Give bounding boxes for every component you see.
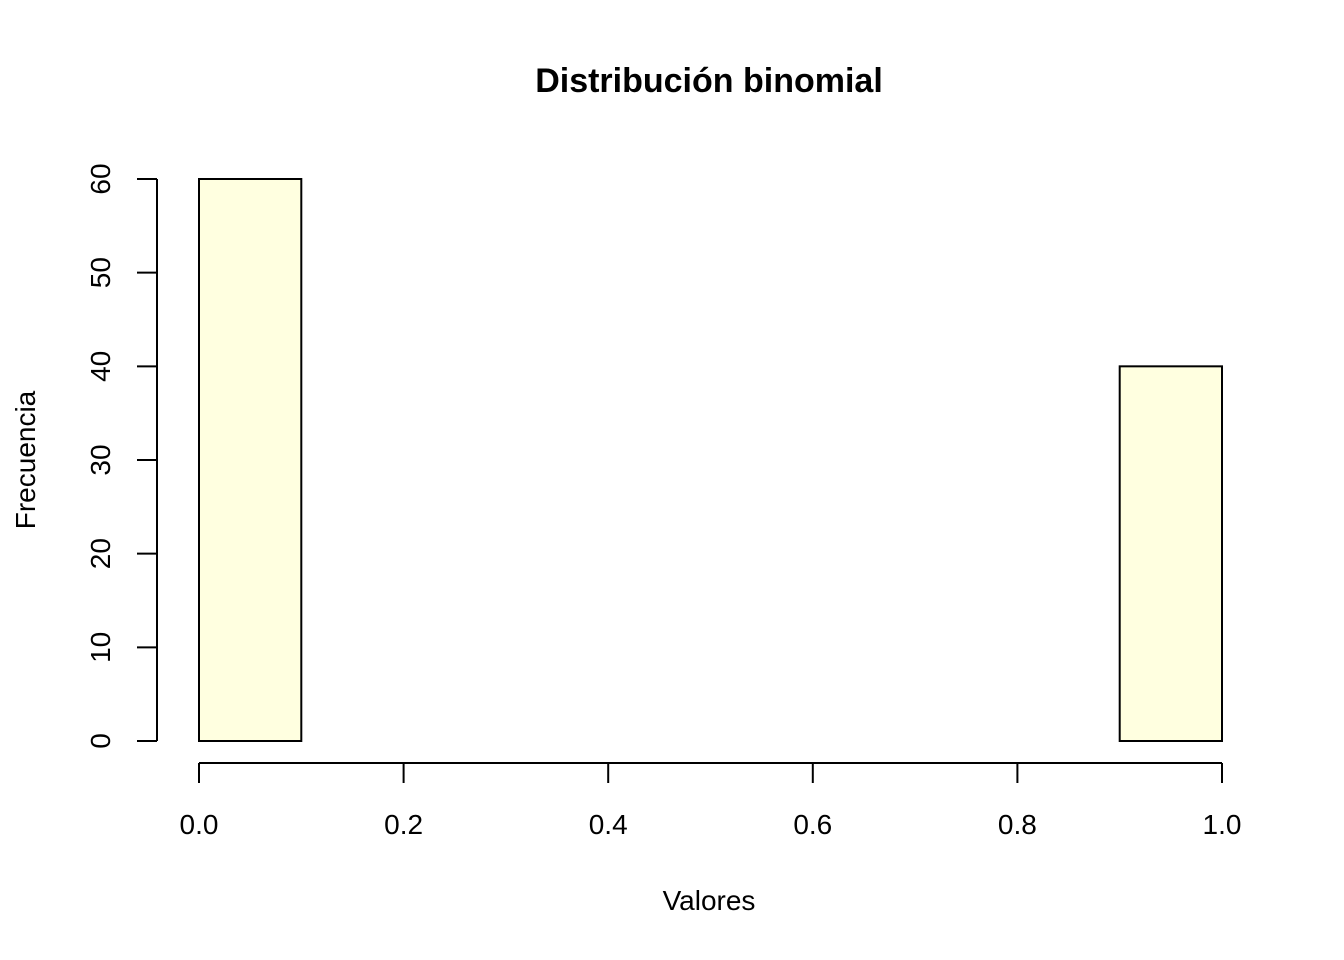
x-tick-label: 0.6: [793, 809, 832, 840]
chart-title: Distribución binomial: [535, 62, 883, 100]
x-tick-label: 0.0: [180, 809, 219, 840]
x-axis-label: Valores: [663, 885, 756, 916]
x-tick-label: 1.0: [1203, 809, 1242, 840]
histogram-bar-9: [1118, 365, 1223, 742]
y-tick-label: 40: [85, 351, 116, 382]
x-tick-label: 0.4: [589, 809, 628, 840]
histogram-bar-0: [198, 178, 303, 742]
y-tick-label: 0: [85, 733, 116, 749]
bars-group: [198, 178, 1223, 742]
y-tick-label: 50: [85, 257, 116, 288]
y-tick-label: 10: [85, 632, 116, 663]
y-axis: 0 10 20 30 40 50 60: [85, 163, 158, 749]
y-tick-label: 30: [85, 444, 116, 475]
x-axis: 0.0 0.2 0.4 0.6 0.8 1.0: [180, 762, 1242, 840]
x-tick-label: 0.2: [384, 809, 423, 840]
x-tick-label: 0.8: [998, 809, 1037, 840]
y-axis-label: Frecuencia: [10, 390, 41, 529]
y-tick-label: 60: [85, 163, 116, 194]
y-tick-label: 20: [85, 538, 116, 569]
